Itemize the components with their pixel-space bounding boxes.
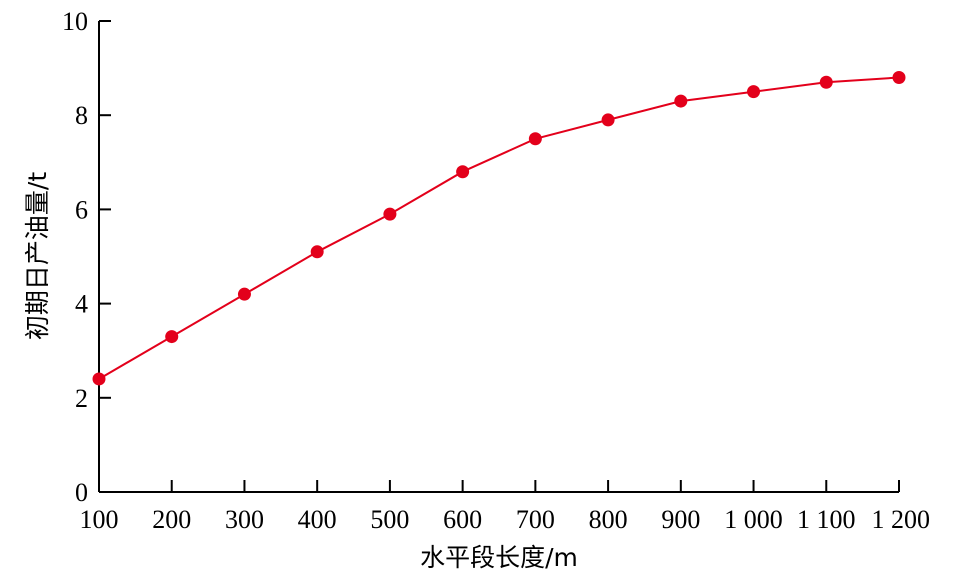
data-point-marker <box>819 75 833 89</box>
data-point-marker <box>92 372 106 386</box>
x-tick-label: 200 <box>152 505 191 534</box>
data-point-marker <box>892 71 906 85</box>
data-point-marker <box>383 207 397 221</box>
x-tick-label: 100 <box>80 505 119 534</box>
x-ticks: 100 200 300 400 500 600 700 800 900 1 000 1 100 1 2… <box>80 480 931 534</box>
series-line <box>98 76 900 380</box>
data-point-marker <box>237 287 251 301</box>
y-tick-label: 6 <box>75 195 88 224</box>
y-tick-label: 10 <box>62 7 88 36</box>
y-ticks: 0 2 4 6 8 10 <box>62 7 111 507</box>
axes <box>98 21 899 493</box>
y-tick-label: 2 <box>75 384 88 413</box>
data-point-marker <box>747 85 761 99</box>
x-tick-label: 700 <box>516 505 555 534</box>
x-tick-label: 1 100 <box>797 505 856 534</box>
x-tick-label: 400 <box>298 505 337 534</box>
x-tick-label: 500 <box>370 505 409 534</box>
data-point-marker <box>310 245 324 259</box>
x-tick-label: 800 <box>589 505 628 534</box>
y-tick-label: 0 <box>75 478 88 507</box>
data-point-marker <box>528 132 542 146</box>
data-point-marker <box>601 113 615 127</box>
x-tick-label: 1 200 <box>872 505 931 534</box>
x-axis-title: 水平段长度/m <box>420 543 578 572</box>
data-point-marker <box>456 165 470 179</box>
x-tick-label: 1 000 <box>724 505 783 534</box>
y-tick-label: 8 <box>75 101 88 130</box>
data-point-marker <box>674 94 688 108</box>
x-tick-label: 600 <box>443 505 482 534</box>
series <box>92 71 906 386</box>
y-axis-title: 初期日产油量/t <box>23 172 52 340</box>
y-tick-label: 4 <box>75 290 88 319</box>
data-point-marker <box>165 330 179 344</box>
x-tick-label: 300 <box>225 505 264 534</box>
x-tick-label: 900 <box>661 505 700 534</box>
